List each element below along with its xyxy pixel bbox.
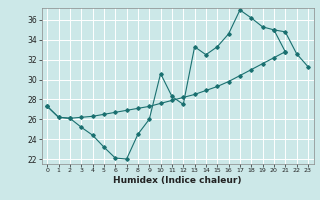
X-axis label: Humidex (Indice chaleur): Humidex (Indice chaleur) [113,176,242,185]
